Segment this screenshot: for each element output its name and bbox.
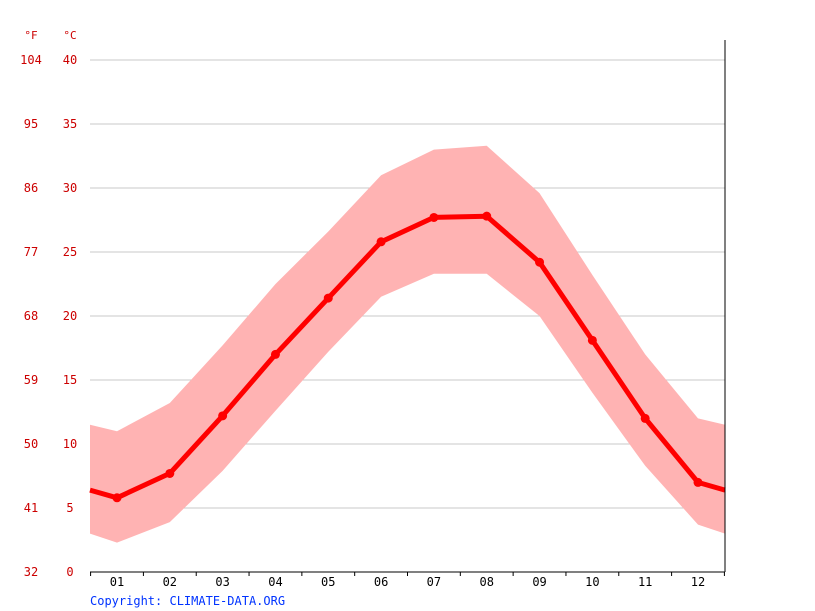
month-label: 10 — [585, 575, 599, 589]
month-label: 09 — [532, 575, 546, 589]
celsius-tick-label: 20 — [63, 309, 77, 323]
celsius-tick-label: 40 — [63, 53, 77, 67]
celsius-tick-label: 15 — [63, 373, 77, 387]
mean-temperature-point — [587, 335, 597, 345]
fahrenheit-tick-label: 59 — [24, 373, 38, 387]
axes — [90, 40, 726, 576]
fahrenheit-tick-label: 86 — [24, 181, 38, 195]
mean-temperature-point — [270, 349, 280, 359]
mean-temperature-point — [482, 211, 492, 221]
celsius-tick-label: 25 — [63, 245, 77, 259]
month-label: 04 — [268, 575, 282, 589]
mean-temperature-point — [112, 493, 122, 503]
axis-labels: °F °C 0 32 5 41 10 50 15 59 20 68 25 77 30 86 35 95 40 10… — [20, 29, 705, 589]
celsius-unit-label: °C — [63, 29, 76, 42]
fahrenheit-unit-label: °F — [24, 29, 37, 42]
month-label: 03 — [215, 575, 229, 589]
fahrenheit-tick-label: 32 — [24, 565, 38, 579]
mean-temperature-point — [323, 293, 333, 303]
mean-temperature-point — [640, 413, 650, 423]
mean-temperature-series — [89, 211, 726, 503]
fahrenheit-tick-label: 77 — [24, 245, 38, 259]
month-label: 07 — [427, 575, 441, 589]
month-label: 12 — [691, 575, 705, 589]
mean-temperature-point — [535, 257, 545, 267]
fahrenheit-tick-label: 68 — [24, 309, 38, 323]
month-label: 08 — [480, 575, 494, 589]
fahrenheit-tick-label: 41 — [24, 501, 38, 515]
mean-temperature-point — [165, 468, 175, 478]
celsius-tick-label: 0 — [66, 565, 73, 579]
month-label: 06 — [374, 575, 388, 589]
temperature-range-band — [90, 145, 725, 543]
mean-temperature-point — [218, 411, 228, 421]
celsius-tick-label: 5 — [66, 501, 73, 515]
fahrenheit-tick-label: 95 — [24, 117, 38, 131]
mean-temperature-point — [429, 212, 439, 222]
mean-temperature-point — [693, 477, 703, 487]
celsius-tick-label: 10 — [63, 437, 77, 451]
mean-temperature-point — [376, 237, 386, 247]
month-label: 11 — [638, 575, 652, 589]
celsius-tick-label: 30 — [63, 181, 77, 195]
min-max-band — [90, 145, 725, 543]
copyright-link[interactable]: Copyright: CLIMATE-DATA.ORG — [90, 594, 286, 608]
month-label: 02 — [163, 575, 177, 589]
mean-temperature-line — [89, 213, 726, 501]
celsius-tick-label: 35 — [63, 117, 77, 131]
fahrenheit-tick-label: 50 — [24, 437, 38, 451]
fahrenheit-tick-label: 104 — [20, 53, 42, 67]
month-label: 01 — [110, 575, 124, 589]
month-label: 05 — [321, 575, 335, 589]
